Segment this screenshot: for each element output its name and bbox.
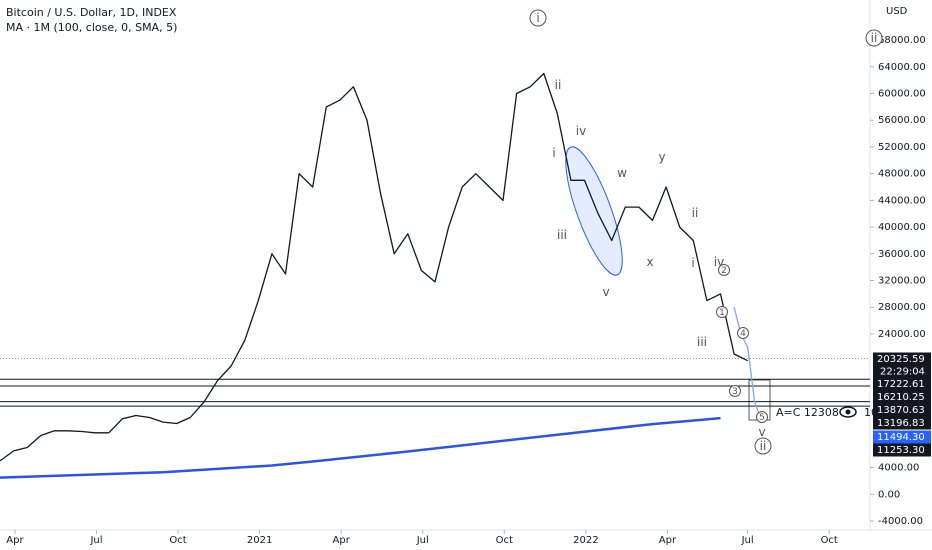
price-tag-label: 13870.63 (877, 405, 925, 416)
y-tick-label: 40000.00 (878, 222, 926, 233)
price-tag-label: 13196.83 (877, 418, 925, 429)
series-line (733, 307, 762, 422)
eye-outline[interactable] (839, 406, 857, 418)
x-tick-label: Apr (659, 535, 677, 546)
wave-circle (737, 327, 749, 339)
wave-label: v (758, 425, 765, 439)
wave-circle (718, 264, 730, 276)
wave-circle (754, 437, 772, 455)
eye-icon[interactable] (839, 406, 857, 418)
wave-circle (716, 306, 728, 318)
wave-circle (529, 9, 547, 27)
wave-label: iii (697, 335, 707, 349)
price-tag (873, 443, 931, 457)
wave-label: v (602, 285, 609, 299)
x-tick-label: Apr (333, 535, 351, 546)
x-tick-label: 2021 (247, 535, 272, 546)
wave-label: iv (714, 255, 724, 269)
x-tick-label: 2022 (573, 535, 598, 546)
y-tick-label: 48000.00 (878, 169, 926, 180)
wave-label: ii (555, 78, 562, 92)
y-axis-label: USD (886, 6, 908, 17)
wave-label: ii (692, 206, 699, 220)
price-tag (873, 430, 931, 444)
wave-label: 2 (721, 266, 727, 276)
y-tick-label: 56000.00 (878, 115, 926, 126)
y-tick-label: 68000.00 (878, 35, 926, 46)
wave-label: i (536, 11, 539, 25)
wave-label: ii (760, 439, 767, 453)
wave-label: ii (871, 31, 878, 45)
chart-subtitle: MA · 1M (100, close, 0, SMA, 5) (6, 21, 177, 34)
wave-label: w (617, 166, 627, 180)
y-tick-label: 64000.00 (878, 62, 926, 73)
y-tick-label: 44000.00 (878, 195, 926, 206)
countdown-tag (873, 365, 931, 378)
price-tag (873, 416, 931, 430)
wave-label: 1 (719, 308, 725, 318)
wave-label: x (646, 255, 653, 269)
price-tag-label: 16210.25 (877, 392, 925, 403)
y-tick-label: 52000.00 (878, 142, 926, 153)
price-tag (873, 390, 931, 404)
wave-label: y (658, 150, 665, 164)
y-tick-label: 0.00 (878, 489, 900, 500)
price-tag (873, 377, 931, 391)
series-line (0, 416, 721, 479)
price-tag (873, 403, 931, 417)
price-tag-label: 11253.30 (877, 445, 925, 456)
y-tick-label: 60000.00 (878, 89, 926, 100)
price-tag-label: 11494.30 (877, 432, 925, 443)
y-tick-label: 36000.00 (878, 249, 926, 260)
price-tag-label: 20325.59 (877, 354, 925, 365)
wave-label: 4 (740, 329, 746, 339)
x-tick-label: Jul (89, 535, 102, 546)
x-tick-label: Jul (416, 535, 429, 546)
y-tick-label: 24000.00 (878, 329, 926, 340)
wave-circle (865, 29, 883, 47)
x-tick-label: Oct (169, 535, 186, 546)
y-tick-label: 4000.00 (878, 463, 919, 474)
chart-title: Bitcoin / U.S. Dollar, 1D, INDEX (6, 6, 177, 19)
wave-circle (756, 411, 768, 423)
countdown: 22:29:04 (880, 367, 925, 378)
x-tick-label: Apr (6, 535, 24, 546)
wave-label: i (691, 256, 694, 270)
x-tick-label: Oct (821, 535, 838, 546)
wave-circle (729, 385, 741, 397)
wave-label: iii (557, 228, 567, 242)
price-tag (873, 352, 931, 366)
target-label: A=C 12308 (776, 406, 839, 419)
y-tick-label: 32000.00 (878, 276, 926, 287)
x-tick-label: Oct (496, 535, 513, 546)
wave-label: 5 (759, 413, 765, 423)
y-tick-label: -4000.00 (878, 516, 923, 527)
highlight-ellipse (565, 146, 623, 276)
series-line (0, 72, 748, 462)
eye-pupil[interactable] (845, 409, 851, 415)
x-tick-label: Jul (741, 535, 754, 546)
wave-label: 3 (732, 387, 738, 397)
y-tick-label: 28000.00 (878, 302, 926, 313)
wave-label: iv (576, 124, 586, 138)
price-tag-label: 17222.61 (877, 379, 925, 390)
wave-label: i (552, 146, 555, 160)
